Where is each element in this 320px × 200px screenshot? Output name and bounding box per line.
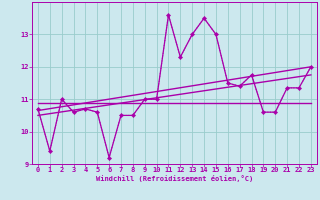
X-axis label: Windchill (Refroidissement éolien,°C): Windchill (Refroidissement éolien,°C) bbox=[96, 175, 253, 182]
